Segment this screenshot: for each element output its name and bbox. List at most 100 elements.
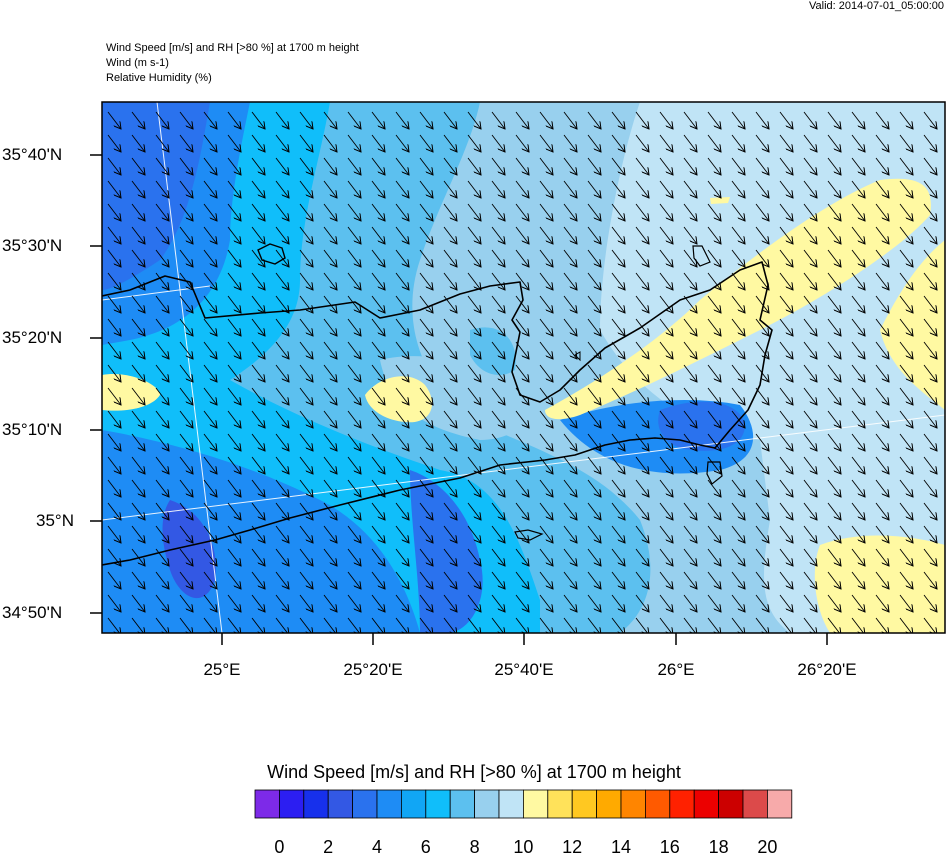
wind-arrow [395,594,409,612]
wind-arrow [899,387,913,405]
wind-arrow [851,318,865,336]
wind-arrow [875,272,889,290]
wind-arrow [395,111,409,129]
wind-arrow [203,318,217,336]
wind-arrow [875,502,889,520]
wind-arrow [155,272,169,290]
wind-arrow [443,364,457,382]
wind-arrow [467,157,481,175]
wind-arrow [275,456,289,474]
wind-arrow [851,525,865,543]
wind-arrow [539,410,553,428]
wind-arrow [443,410,457,428]
wind-arrow [731,479,745,497]
wind-arrow [803,180,817,198]
wind-arrow [611,525,625,543]
wind-arrow [491,249,505,267]
wind-arrow [467,364,481,382]
wind-arrow [707,433,721,451]
wind-arrow [539,203,553,221]
wind-arrow [299,341,313,359]
wind-arrow [875,249,889,267]
wind-arrow [323,180,337,198]
colorbar-swatch [449,789,476,819]
wind-arrow [923,456,937,474]
wind-arrow [179,548,193,566]
wind-arrow [395,134,409,152]
wind-arrow [515,364,529,382]
wind-arrow [755,295,769,313]
wind-arrow [659,525,673,543]
wind-arrow [347,134,361,152]
wind-arrow [107,203,121,221]
wind-arrow [323,157,337,175]
wind-arrow [683,203,697,221]
wind-arrow [635,134,649,152]
wind-arrow [683,479,697,497]
wind-arrow [875,341,889,359]
wind-arrow [347,226,361,244]
wind-arrow [707,525,721,543]
wind-arrow [755,272,769,290]
wind-arrow [899,571,913,589]
wind-arrow [683,617,697,633]
wind-arrow [251,203,265,221]
wind-arrow [275,364,289,382]
wind-arrow [275,111,289,129]
wind-arrow [323,226,337,244]
wind-arrow [491,134,505,152]
wind-arrow [131,157,145,175]
wind-arrow [851,433,865,451]
wind-arrow [683,111,697,129]
wind-arrow [467,295,481,313]
wind-arrow [707,318,721,336]
wind-arrow [755,249,769,267]
wind-arrow [899,594,913,612]
wind-arrow [563,571,577,589]
wind-arrow [899,226,913,244]
wind-arrow [659,387,673,405]
wind-arrow [251,364,265,382]
wind-arrow [899,157,913,175]
wind-arrow [851,226,865,244]
wind-arrow [899,410,913,428]
wind-arrow [299,617,313,633]
wind-arrow [923,111,937,129]
wind-arrow [611,502,625,520]
wind-arrow [683,157,697,175]
wind-arrow [611,594,625,612]
wind-arrow [923,341,937,359]
wind-arrow [347,433,361,451]
wind-arrow [275,594,289,612]
wind-arrow [827,364,841,382]
wind-arrow [635,479,649,497]
wind-arrow [659,111,673,129]
wind-arrow [851,341,865,359]
colorbar-swatch [303,789,329,819]
wind-arrow [515,341,529,359]
wind-arrow [203,387,217,405]
wind-arrow [875,433,889,451]
wind-arrow [563,364,577,382]
wind-arrow [491,502,505,520]
wind-arrow [587,479,601,497]
wind-arrow [899,295,913,313]
wind-arrow [443,548,457,566]
wind-arrow [587,249,601,267]
lon-label-26e: 26°E [657,660,695,679]
wind-arrow [491,364,505,382]
wind-arrow [683,226,697,244]
wind-arrow [179,594,193,612]
wind-arrow [443,203,457,221]
wind-arrow [179,410,193,428]
wind-arrow [419,548,433,566]
wind-arrow [755,548,769,566]
wind-arrow [923,571,937,589]
wind-arrow [539,525,553,543]
wind-arrow [227,157,241,175]
wind-arrow [875,410,889,428]
wind-arrow [779,525,793,543]
wind-arrow [443,226,457,244]
lon-label-25-20e: 25°20'E [343,660,403,679]
